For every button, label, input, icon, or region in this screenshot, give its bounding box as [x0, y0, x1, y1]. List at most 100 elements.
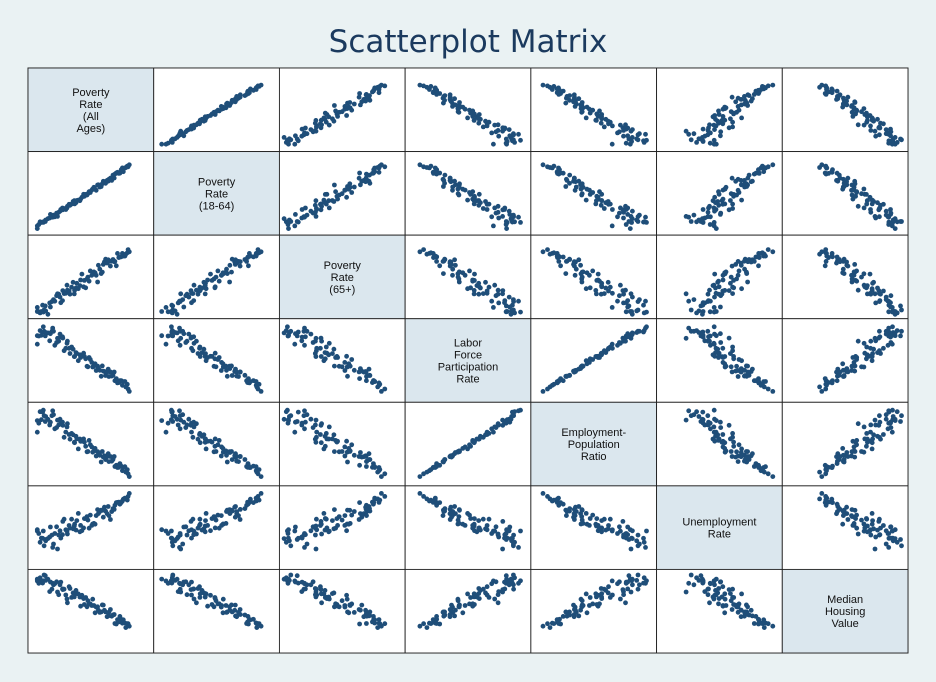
- scatter-panel: [278, 67, 406, 153]
- data-point: [556, 165, 561, 171]
- data-point: [181, 304, 187, 310]
- scatter-panel: [781, 234, 909, 320]
- data-point: [551, 621, 557, 626]
- data-point: [213, 517, 219, 523]
- data-point: [233, 451, 238, 457]
- data-point: [428, 250, 434, 256]
- data-point: [202, 283, 208, 288]
- data-point: [432, 165, 438, 171]
- data-point: [707, 421, 712, 427]
- data-point: [242, 372, 248, 378]
- data-point: [105, 504, 111, 509]
- data-point: [71, 291, 77, 297]
- data-point: [556, 259, 562, 264]
- data-point: [417, 491, 423, 496]
- data-point: [467, 601, 472, 607]
- data-point: [313, 198, 319, 204]
- data-point: [718, 129, 724, 135]
- data-point: [86, 438, 92, 443]
- data-point: [460, 521, 466, 527]
- data-point: [864, 443, 869, 449]
- data-point: [229, 602, 234, 608]
- data-point: [215, 268, 221, 274]
- data-point: [442, 506, 448, 511]
- data-point: [379, 389, 384, 394]
- data-point: [111, 369, 117, 375]
- data-point: [347, 507, 353, 513]
- data-point: [347, 100, 353, 105]
- data-point: [229, 363, 234, 369]
- data-point: [734, 363, 739, 369]
- data-point: [65, 421, 70, 427]
- data-point: [424, 625, 430, 630]
- data-point: [572, 517, 577, 522]
- data-point: [840, 446, 846, 451]
- data-point: [467, 268, 472, 274]
- data-point: [342, 360, 348, 365]
- data-point: [465, 197, 470, 203]
- data-point: [319, 600, 324, 606]
- data-point: [346, 104, 352, 110]
- data-point: [191, 282, 197, 288]
- data-point: [308, 528, 314, 534]
- data-point: [339, 598, 345, 604]
- data-point: [540, 623, 546, 629]
- data-point: [634, 538, 640, 544]
- data-point: [733, 454, 739, 460]
- data-point: [560, 501, 566, 507]
- data-point: [237, 259, 243, 265]
- data-point: [618, 528, 623, 534]
- data-point: [892, 416, 898, 422]
- data-point: [760, 250, 765, 256]
- data-point: [603, 200, 609, 206]
- data-point: [888, 524, 894, 530]
- data-point: [730, 206, 735, 211]
- data-point: [707, 222, 713, 227]
- data-point: [563, 271, 569, 276]
- data-point: [49, 586, 55, 592]
- data-point: [708, 342, 713, 348]
- data-point: [54, 524, 59, 530]
- data-point: [610, 290, 615, 296]
- data-point: [625, 304, 631, 310]
- data-point: [302, 408, 307, 414]
- data-point: [745, 175, 751, 181]
- data-point: [484, 207, 490, 212]
- data-point: [421, 247, 426, 253]
- data-point: [888, 304, 893, 310]
- data-point: [599, 284, 605, 290]
- data-point: [69, 284, 74, 290]
- variable-label: Employment-Population Ratio: [561, 427, 626, 463]
- data-point: [82, 439, 87, 445]
- data-point: [711, 424, 717, 430]
- data-point: [630, 331, 635, 337]
- data-point: [571, 175, 577, 181]
- data-point: [722, 117, 728, 123]
- data-point: [872, 214, 878, 219]
- data-point: [817, 496, 822, 502]
- data-point: [223, 603, 229, 608]
- data-point: [299, 535, 305, 541]
- data-point: [610, 527, 615, 533]
- data-point: [77, 283, 83, 288]
- data-point: [344, 528, 349, 534]
- data-point: [761, 625, 767, 630]
- data-point: [744, 602, 749, 608]
- data-point: [688, 137, 694, 143]
- data-point: [245, 614, 251, 619]
- data-point: [258, 623, 264, 629]
- data-point: [363, 612, 369, 617]
- data-point: [356, 175, 362, 181]
- data-point: [363, 507, 369, 512]
- data-point: [564, 609, 569, 615]
- data-point: [865, 291, 870, 297]
- data-point: [108, 369, 113, 375]
- data-point: [34, 429, 40, 435]
- data-point: [344, 353, 349, 359]
- data-point: [356, 517, 362, 522]
- data-point: [330, 351, 335, 356]
- scatter-panel: [781, 485, 909, 570]
- data-point: [85, 274, 91, 280]
- data-point: [281, 135, 287, 140]
- data-point: [840, 266, 846, 272]
